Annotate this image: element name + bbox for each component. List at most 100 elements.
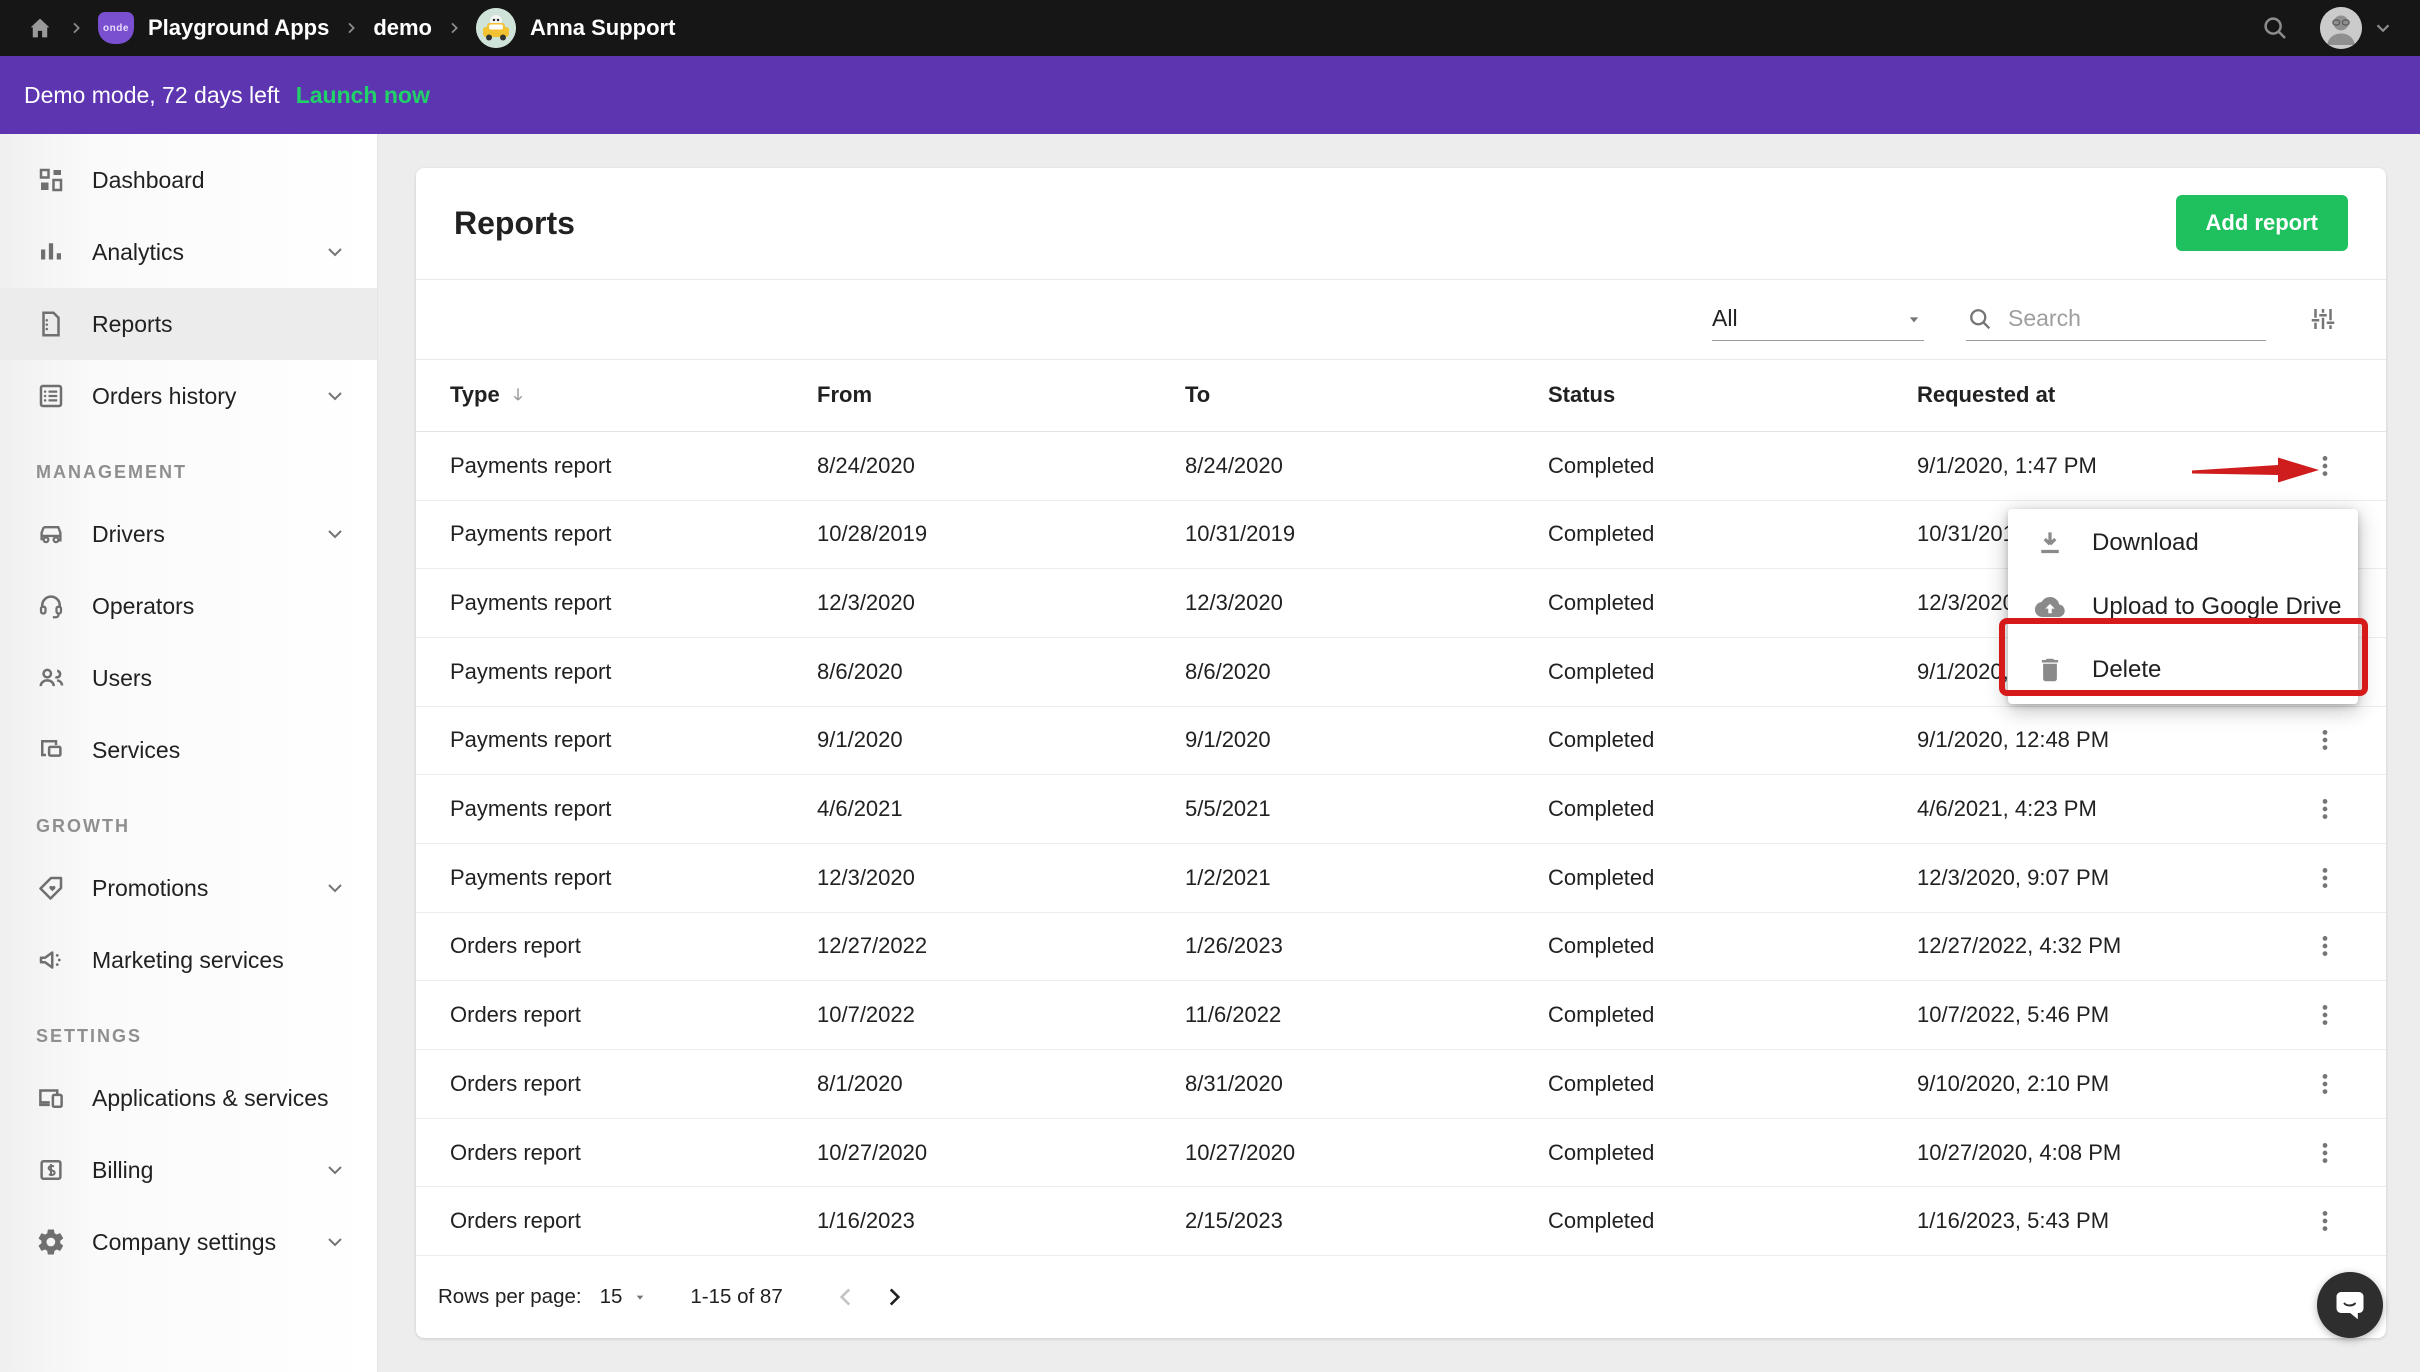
breadcrumb-project[interactable]: demo	[373, 15, 432, 40]
search-input[interactable]	[2008, 305, 2248, 333]
cell-status: Completed	[1548, 658, 1655, 684]
chevron-down-icon	[323, 1158, 347, 1182]
sidebar-item-users[interactable]: Users	[0, 642, 377, 714]
sidebar-item-dashboard[interactable]: Dashboard	[0, 144, 377, 216]
chat-widget-button[interactable]	[2317, 1272, 2383, 1338]
filter-tune-icon[interactable]	[2308, 304, 2338, 334]
sidebar-item-analytics[interactable]: Analytics	[0, 216, 377, 288]
table-row: Orders report 8/1/2020 8/31/2020 Complet…	[416, 1050, 2386, 1119]
menu-item-label: Upload to Google Drive	[2092, 592, 2342, 620]
breadcrumb-chevron-icon	[446, 20, 462, 36]
sidebar-item-operators[interactable]: Operators	[0, 570, 377, 642]
sidebar-item-label: Marketing services	[92, 946, 284, 973]
project-avatar[interactable]	[476, 8, 516, 48]
header-type[interactable]: Type	[450, 382, 817, 408]
menu-item-label: Delete	[2092, 655, 2162, 683]
cell-type: Payments report	[450, 658, 612, 684]
rows-per-page-select[interactable]: 15	[600, 1285, 649, 1309]
home-icon[interactable]	[26, 14, 54, 42]
main-content: Reports Add report All	[378, 134, 2420, 1372]
cell-from: 12/3/2020	[817, 864, 915, 890]
launch-now-link[interactable]: Launch now	[295, 81, 430, 108]
sidebar-item-reports[interactable]: Reports	[0, 288, 377, 360]
cell-status: Completed	[1548, 933, 1655, 959]
row-actions-kebab-icon[interactable]	[2308, 998, 2342, 1032]
next-page-icon[interactable]	[881, 1284, 907, 1310]
reports-card: Reports Add report All	[416, 168, 2386, 1338]
sidebar-item-marketing-services[interactable]: Marketing services	[0, 924, 377, 996]
cell-to: 11/6/2022	[1185, 1002, 1282, 1028]
cell-requested-at: 4/6/2021, 4:23 PM	[1917, 796, 2097, 822]
type-filter-select[interactable]: All	[1712, 297, 1924, 342]
sidebar-item-drivers[interactable]: Drivers	[0, 498, 377, 570]
cell-type: Payments report	[450, 521, 612, 547]
user-avatar[interactable]	[2320, 7, 2362, 49]
cell-requested-at: 9/1/2020,	[1917, 658, 2009, 684]
sidebar-item-promotions[interactable]: Promotions	[0, 852, 377, 924]
row-actions-kebab-icon[interactable]	[2308, 723, 2342, 757]
row-actions-kebab-icon[interactable]	[2308, 929, 2342, 963]
pagination: Rows per page: 15 1-15 of 87	[416, 1256, 2386, 1338]
onde-logo[interactable]: onde	[98, 12, 134, 44]
chat-bubble-icon	[2336, 1292, 2364, 1320]
add-report-button[interactable]: Add report	[2175, 195, 2348, 252]
demo-banner-text: Demo mode, 72 days left	[24, 81, 280, 108]
cell-type: Orders report	[450, 933, 581, 959]
cell-to: 8/31/2020	[1185, 1070, 1283, 1096]
row-actions-kebab-icon[interactable]	[2308, 792, 2342, 826]
search-icon[interactable]	[2260, 13, 2290, 43]
cell-to: 10/27/2020	[1185, 1139, 1296, 1165]
cell-status: Completed	[1548, 1002, 1655, 1028]
cell-type: Orders report	[450, 1002, 581, 1028]
menu-item-download[interactable]: Download	[2008, 514, 2358, 572]
cell-from: 9/1/2020	[817, 727, 903, 753]
row-actions-kebab-icon[interactable]	[2308, 449, 2342, 483]
account-caret-icon[interactable]	[2372, 17, 2394, 39]
row-actions-kebab-icon[interactable]	[2308, 1204, 2342, 1238]
table-row: Payments report 10/28/2019 10/31/2019 Co…	[416, 501, 2386, 570]
reports-icon	[36, 309, 66, 339]
cell-from: 12/3/2020	[817, 590, 915, 616]
cell-status: Completed	[1548, 521, 1655, 547]
sidebar-item-label: Drivers	[92, 520, 165, 547]
table-row: Payments report 12/3/2020 1/2/2021 Compl…	[416, 844, 2386, 913]
gear-icon	[36, 1227, 66, 1257]
header-requested-at[interactable]: Requested at	[1917, 382, 2056, 408]
table-row: Orders report 10/27/2020 10/27/2020 Comp…	[416, 1119, 2386, 1188]
sidebar-item-billing[interactable]: Billing	[0, 1134, 377, 1206]
cell-requested-at: 10/7/2022, 5:46 PM	[1917, 1002, 2110, 1028]
header-status[interactable]: Status	[1548, 382, 1616, 408]
sidebar-section-growth: GROWTH	[36, 816, 130, 836]
filter-row: All	[416, 280, 2386, 360]
row-actions-kebab-icon[interactable]	[2308, 1067, 2342, 1101]
table-row: Orders report 12/27/2022 1/26/2023 Compl…	[416, 913, 2386, 982]
breadcrumb-app[interactable]: Playground Apps	[148, 15, 330, 40]
cell-requested-at: 12/3/2020	[1917, 590, 2015, 616]
search-box	[1966, 297, 2266, 342]
table-row: Orders report 10/7/2022 11/6/2022 Comple…	[416, 981, 2386, 1050]
sidebar-item-company-settings[interactable]: Company settings	[0, 1206, 377, 1278]
cell-from: 10/7/2022	[817, 1002, 915, 1028]
header-to[interactable]: To	[1185, 382, 1211, 408]
cell-to: 12/3/2020	[1185, 590, 1283, 616]
row-actions-kebab-icon[interactable]	[2308, 1136, 2342, 1170]
sidebar-item-label: Promotions	[92, 874, 209, 901]
chevron-down-icon	[323, 240, 347, 264]
header-from[interactable]: From	[817, 382, 872, 408]
menu-item-delete[interactable]: Delete	[2008, 641, 2358, 699]
sidebar-item-label: Operators	[92, 592, 195, 619]
dashboard-icon	[36, 165, 66, 195]
cell-type: Payments report	[450, 864, 612, 890]
menu-item-upload-google-drive[interactable]: Upload to Google Drive	[2008, 578, 2358, 636]
sidebar-item-orders-history[interactable]: Orders history	[0, 360, 377, 432]
sidebar-item-applications-services[interactable]: Applications & services	[0, 1062, 377, 1134]
row-actions-kebab-icon[interactable]	[2308, 861, 2342, 895]
previous-page-icon[interactable]	[833, 1284, 859, 1310]
pagination-range: 1-15 of 87	[690, 1285, 783, 1309]
sidebar-item-services[interactable]: Services	[0, 714, 377, 786]
sidebar-item-label: Analytics	[92, 238, 185, 265]
breadcrumb-chevron-icon	[343, 20, 359, 36]
cell-status: Completed	[1548, 727, 1655, 753]
breadcrumb-user[interactable]: Anna Support	[530, 15, 676, 40]
cell-type: Payments report	[450, 727, 612, 753]
